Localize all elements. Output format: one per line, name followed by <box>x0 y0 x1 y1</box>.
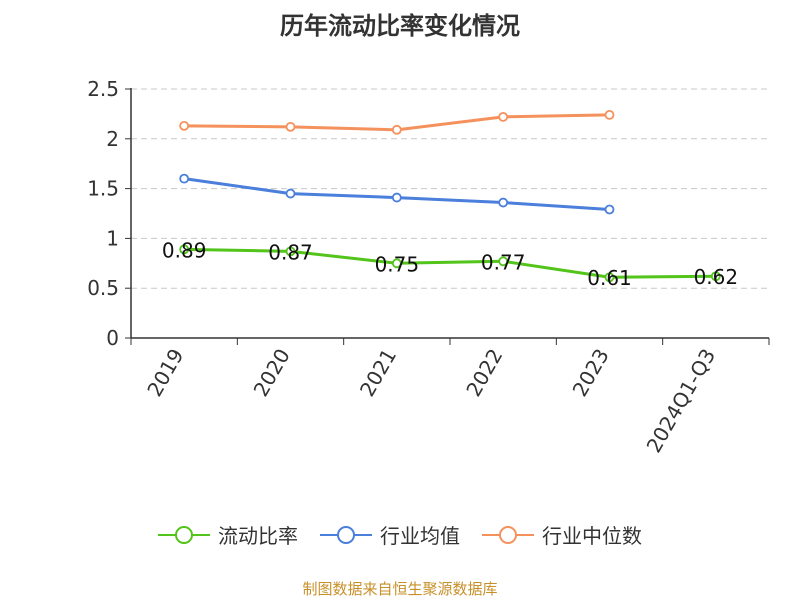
data-source-note: 制图数据来自恒生聚源数据库 <box>302 580 498 598</box>
y-tick-label: 0.5 <box>87 276 119 300</box>
data-point <box>391 192 402 203</box>
data-point <box>179 244 190 255</box>
chart-title: 历年流动比率变化情况 <box>280 12 520 40</box>
data-point <box>604 109 615 120</box>
data-point <box>710 271 721 282</box>
data-point <box>179 120 190 131</box>
data-point <box>285 121 296 132</box>
data-point <box>391 124 402 135</box>
y-tick-label: 2.5 <box>87 77 119 101</box>
x-tick-label: 2022 <box>461 344 507 400</box>
data-label: 0.77 <box>481 250 526 274</box>
data-point <box>498 256 509 267</box>
data-point <box>391 258 402 269</box>
data-label: 0.87 <box>268 240 313 264</box>
legend-marker-industry-mean <box>320 525 372 544</box>
legend-label: 流动比率 <box>218 524 298 548</box>
legend-item-current-ratio[interactable]: 流动比率 <box>158 520 298 549</box>
data-point <box>285 246 296 257</box>
data-point <box>285 188 296 199</box>
legend-item-industry-mean[interactable]: 行业均值 <box>320 520 460 549</box>
data-point <box>498 111 509 122</box>
y-tick-label: 1 <box>106 226 119 250</box>
data-label: 0.61 <box>587 266 632 290</box>
legend: 流动比率 行业均值 行业中位数 <box>0 520 800 549</box>
data-label: 0.89 <box>162 238 207 262</box>
data-point <box>179 173 190 184</box>
y-tick-label: 0 <box>106 326 119 350</box>
x-tick-label: 2021 <box>355 345 401 401</box>
legend-label: 行业均值 <box>380 524 460 548</box>
y-tick-label: 2 <box>106 127 119 151</box>
series-line <box>184 247 716 279</box>
legend-marker-industry-median <box>482 525 534 544</box>
legend-label: 行业中位数 <box>542 524 642 548</box>
legend-marker-current-ratio <box>158 525 210 544</box>
x-tick-label: 2020 <box>249 345 295 401</box>
data-point <box>604 204 615 215</box>
x-tick-label: 2024Q1-Q3 <box>641 345 720 457</box>
legend-item-industry-median[interactable]: 行业中位数 <box>482 520 642 549</box>
data-label: 0.75 <box>375 252 420 276</box>
data-point <box>498 197 509 208</box>
x-tick-label: 2023 <box>568 345 614 401</box>
x-tick-label: 2019 <box>142 345 188 401</box>
data-point <box>604 272 615 283</box>
data-label: 0.62 <box>694 265 739 289</box>
y-tick-label: 1.5 <box>87 177 119 201</box>
